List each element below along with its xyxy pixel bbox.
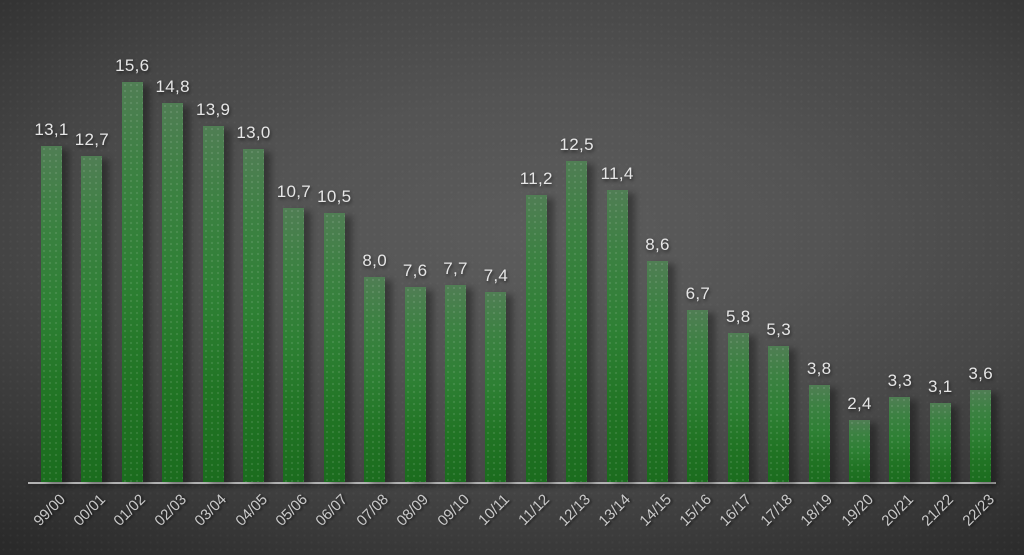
x-axis-label: 19/20 xyxy=(837,491,877,530)
bar-value-label: 12,7 xyxy=(74,130,110,149)
bar-value-label: 13,9 xyxy=(195,100,231,119)
bar xyxy=(323,213,345,482)
bar-value-label: 7,7 xyxy=(443,259,468,278)
bar xyxy=(889,397,911,482)
x-axis-label: 14/15 xyxy=(635,491,675,530)
x-axis-label: 00/01 xyxy=(70,491,109,530)
x-axis-label: 99/00 xyxy=(29,491,69,530)
bar-value-label: 14,8 xyxy=(155,77,190,96)
bar-value-label: 3,1 xyxy=(928,377,953,396)
x-axis-label: 08/09 xyxy=(393,491,433,530)
bar xyxy=(727,333,749,482)
bar-value-label: 11,2 xyxy=(519,169,553,188)
x-axis-label: 20/21 xyxy=(878,491,917,530)
bar xyxy=(283,208,305,482)
x-axis-label: 21/22 xyxy=(918,491,958,530)
bar-value-label: 7,6 xyxy=(402,261,428,280)
x-axis-label: 12/13 xyxy=(555,491,594,530)
bar xyxy=(849,420,870,482)
x-axis-label: 17/18 xyxy=(757,491,796,530)
bar-value-label: 5,3 xyxy=(766,320,791,339)
bar-value-label: 8,0 xyxy=(362,251,387,270)
x-axis-label: 05/06 xyxy=(272,491,311,530)
x-axis-label: 22/23 xyxy=(959,491,998,530)
x-axis-label: 07/08 xyxy=(353,491,392,530)
bar xyxy=(445,285,466,482)
bar-value-label: 3,6 xyxy=(968,364,993,383)
x-axis-label: 04/05 xyxy=(231,491,271,530)
bar xyxy=(81,156,103,482)
bar xyxy=(970,390,992,482)
bar-value-label: 5,8 xyxy=(726,307,751,326)
x-axis-label: 16/17 xyxy=(716,491,756,530)
x-axis-label: 10/11 xyxy=(475,491,513,529)
x-axis-label: 13/14 xyxy=(595,491,635,530)
x-axis-label: 18/19 xyxy=(797,491,837,530)
bar-value-label: 3,3 xyxy=(887,371,913,390)
bar xyxy=(121,82,143,482)
bar-value-label: 8,6 xyxy=(645,235,670,254)
bar-value-label: 6,7 xyxy=(685,284,711,303)
x-axis-label: 02/03 xyxy=(151,491,190,530)
bar xyxy=(647,261,668,482)
bar xyxy=(929,403,951,482)
bar xyxy=(525,195,547,482)
bar-value-label: 11,4 xyxy=(600,164,634,183)
x-axis-label: 11/12 xyxy=(515,491,554,529)
x-axis-label: 03/04 xyxy=(191,491,231,530)
bar-value-label: 2,4 xyxy=(847,394,872,413)
bar xyxy=(768,346,790,482)
bar-value-label: 12,5 xyxy=(559,135,594,154)
x-axis-label: 15/16 xyxy=(676,491,715,530)
x-axis-label: 06/07 xyxy=(312,491,352,530)
bar xyxy=(485,292,507,482)
x-axis-label: 09/10 xyxy=(433,491,473,530)
bar xyxy=(162,103,184,482)
bar xyxy=(808,385,830,482)
bar xyxy=(202,126,224,482)
bar xyxy=(566,161,588,482)
x-axis-line xyxy=(28,482,996,484)
bar-value-label: 3,8 xyxy=(806,359,832,378)
bar xyxy=(41,146,62,482)
bar xyxy=(687,310,709,482)
bar-value-label: 13,0 xyxy=(236,123,271,142)
bar xyxy=(606,190,628,482)
x-axis-label: 01/02 xyxy=(110,491,150,530)
bar-value-label: 10,5 xyxy=(317,187,352,206)
bar xyxy=(364,277,386,482)
bar xyxy=(404,287,426,482)
bar-value-label: 7,4 xyxy=(483,266,509,285)
bar-value-label: 15,6 xyxy=(115,56,150,75)
bar-value-label: 10,7 xyxy=(276,182,312,201)
bar xyxy=(243,149,264,482)
bar-value-label: 13,1 xyxy=(34,120,69,139)
